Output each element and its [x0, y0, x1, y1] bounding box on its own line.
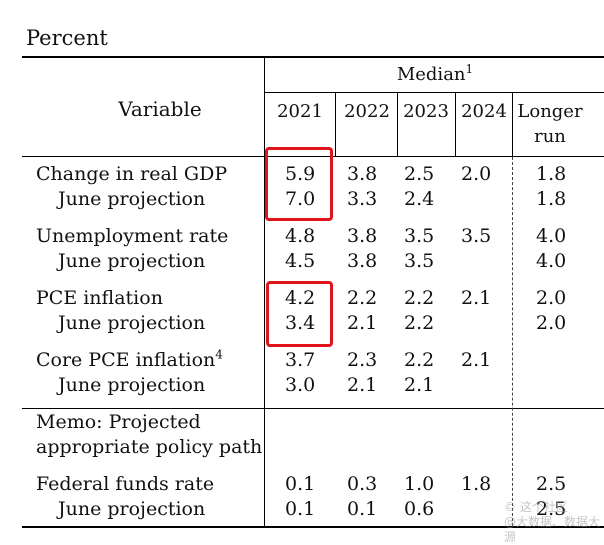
top-rule	[22, 56, 604, 58]
year-header-2023: 2023	[403, 101, 449, 122]
row-label: June projection	[58, 312, 206, 334]
variable-header-text: Variable	[118, 97, 202, 121]
row-label: June projection	[58, 374, 206, 396]
median-footnote: 1	[465, 62, 474, 76]
year-header-2021: 2021	[277, 101, 323, 122]
cell-2021: 4.5	[285, 250, 316, 272]
cell-2024: 2.1	[461, 349, 492, 371]
core-pce-footnote: 4	[215, 347, 223, 362]
cell-2021: 0.1	[285, 473, 316, 495]
cell-2024: 1.8	[461, 473, 492, 495]
cell-2022: 2.1	[347, 312, 378, 334]
watermark: © 这个社区 @大数据、数据大源	[504, 500, 604, 545]
cell-longer-run: 2.0	[536, 312, 567, 334]
cell-2021: 3.7	[285, 349, 316, 371]
cell-2022: 0.1	[347, 498, 378, 520]
unit-label: Percent	[26, 26, 108, 50]
cell-2021: 4.8	[285, 225, 316, 247]
cell-2022: 3.8	[347, 225, 378, 247]
memo-text: Memo: Projected	[36, 411, 201, 433]
row-label: June projection	[58, 250, 206, 272]
longer-run-line-2: run	[534, 126, 566, 147]
cell-2022: 3.8	[347, 250, 378, 272]
cell-2023: 2.2	[404, 349, 435, 371]
row-label: Core PCE inflation4	[36, 348, 223, 373]
cell-2022: 3.3	[347, 188, 378, 210]
column-divider-2022	[335, 93, 336, 157]
median-header: Median1	[380, 62, 490, 87]
year-header-2024: 2024	[461, 101, 507, 122]
watermark-line-2: @大数据、数据大源	[504, 515, 601, 544]
row-label: Change in real GDP	[36, 163, 228, 185]
cell-2023: 2.1	[404, 374, 435, 396]
row-label: Federal funds rate	[36, 473, 215, 495]
median-header-text: Median	[396, 64, 466, 85]
cell-2024: 3.5	[461, 225, 492, 247]
cell-2021: 0.1	[285, 498, 316, 520]
cell-2023: 2.4	[404, 188, 435, 210]
memo-rule	[22, 408, 604, 409]
column-divider-2024	[455, 93, 456, 157]
cell-2021: 5.9	[285, 163, 316, 185]
cell-2022: 2.2	[347, 287, 378, 309]
cell-2023: 2.2	[404, 312, 435, 334]
cell-2023: 3.5	[404, 250, 435, 272]
cell-2023: 3.5	[404, 225, 435, 247]
cell-2023: 1.0	[404, 473, 435, 495]
cell-2022: 3.8	[347, 163, 378, 185]
table-row-core-pce-june: June projection 3.0 2.1 2.1	[0, 373, 604, 398]
cell-2023: 2.2	[404, 287, 435, 309]
memo-text: appropriate policy path	[36, 436, 263, 458]
table-row-core-pce: Core PCE inflation4 3.7 2.3 2.2 2.1	[0, 348, 604, 373]
cell-2021: 3.0	[285, 374, 316, 396]
cell-2021: 7.0	[285, 188, 316, 210]
highlight-box-gdp-2021	[265, 147, 333, 221]
cell-2023: 2.5	[404, 163, 435, 185]
table-row-gdp: Change in real GDP 5.9 3.8 2.5 2.0 1.8	[0, 162, 604, 187]
longer-run-header: Longer run	[514, 99, 586, 149]
table-row-federal-funds-june: June projection 0.1 0.1 0.6 2.5	[0, 497, 604, 522]
column-divider-longer-run	[512, 93, 513, 157]
row-label: Unemployment rate	[36, 225, 229, 247]
table-row-gdp-june: June projection 7.0 3.3 2.4 1.8	[0, 187, 604, 212]
table-row-pce: PCE inflation 4.2 2.2 2.2 2.1 2.0	[0, 286, 604, 311]
cell-longer-run: 4.0	[536, 225, 567, 247]
cell-2024: 2.0	[461, 163, 492, 185]
row-label: PCE inflation	[36, 287, 163, 309]
longer-run-line-1: Longer	[517, 101, 583, 122]
longer-run-dashed-divider	[512, 157, 513, 526]
cell-longer-run: 2.5	[536, 498, 567, 520]
row-label-text: Core PCE inflation	[36, 349, 216, 371]
highlight-box-pce-2021	[266, 281, 333, 347]
cell-2021: 3.4	[285, 312, 316, 334]
median-rule	[264, 92, 604, 93]
year-header-2022: 2022	[344, 101, 390, 122]
table-row-federal-funds: Federal funds rate 0.1 0.3 1.0 1.8 2.5	[0, 472, 604, 497]
cell-longer-run: 1.8	[536, 188, 567, 210]
cell-2023: 0.6	[404, 498, 435, 520]
bottom-rule	[22, 526, 604, 528]
cell-2022: 0.3	[347, 473, 378, 495]
variable-column-divider	[264, 57, 265, 527]
memo-line-1: Memo: Projected	[0, 410, 604, 435]
cell-longer-run: 4.0	[536, 250, 567, 272]
cell-longer-run: 1.8	[536, 163, 567, 185]
header-rule	[22, 156, 604, 157]
cell-longer-run: 2.5	[536, 473, 567, 495]
row-label: June projection	[58, 498, 206, 520]
cell-2022: 2.1	[347, 374, 378, 396]
memo-line-2: appropriate policy path	[0, 435, 604, 460]
variable-header: Variable	[90, 97, 230, 122]
column-divider-2023	[397, 93, 398, 157]
cell-2022: 2.3	[347, 349, 378, 371]
table-row-unemployment: Unemployment rate 4.8 3.8 3.5 3.5 4.0	[0, 224, 604, 249]
cell-longer-run: 2.0	[536, 287, 567, 309]
cell-2024: 2.1	[461, 287, 492, 309]
table-row-unemployment-june: June projection 4.5 3.8 3.5 4.0	[0, 249, 604, 274]
cell-2021: 4.2	[285, 287, 316, 309]
table-row-pce-june: June projection 3.4 2.1 2.2 2.0	[0, 311, 604, 336]
row-label: June projection	[58, 188, 206, 210]
watermark-line-1: © 这个社区	[504, 500, 568, 514]
